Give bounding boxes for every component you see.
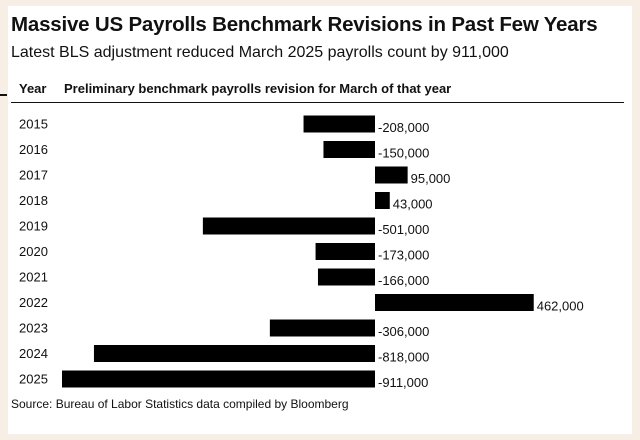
value-label: -166,000: [378, 273, 429, 288]
value-label: -818,000: [378, 350, 429, 365]
year-label: 2023: [19, 321, 48, 336]
value-label: -501,000: [378, 222, 429, 237]
revision-bar: [375, 192, 390, 209]
revision-bar: [62, 370, 375, 388]
value-label: -150,000: [378, 146, 429, 161]
chart-title: Massive US Payrolls Benchmark Revisions …: [11, 13, 598, 36]
revision-bar: [269, 319, 375, 337]
year-label: 2025: [19, 372, 48, 387]
value-label: 95,000: [411, 171, 451, 186]
value-label: 43,000: [393, 197, 433, 212]
value-label: 462,000: [537, 299, 584, 314]
value-label: -208,000: [378, 120, 429, 135]
chart-subtitle: Latest BLS adjustment reduced March 2025…: [11, 44, 509, 61]
value-label: -911,000: [378, 375, 428, 390]
revision-bar: [315, 243, 375, 260]
revision-bar: [375, 294, 534, 311]
year-label: 2017: [19, 168, 48, 183]
year-label: 2016: [19, 142, 48, 157]
revision-bar: [317, 268, 375, 286]
source-note: Source: Bureau of Labor Statistics data …: [11, 397, 349, 411]
revision-bar: [303, 115, 375, 133]
year-label: 2021: [19, 270, 48, 285]
edge-tick: [0, 94, 7, 96]
year-label: 2024: [19, 346, 48, 361]
revision-column-header: Preliminary benchmark payrolls revision …: [64, 81, 452, 96]
year-label: 2018: [19, 193, 48, 208]
year-column-header: Year: [19, 81, 47, 96]
revision-bar: [375, 166, 408, 184]
header-rule: [11, 102, 624, 103]
year-label: 2022: [19, 295, 48, 310]
year-label: 2015: [19, 117, 48, 132]
value-label: -173,000: [378, 248, 429, 263]
year-label: 2020: [19, 244, 48, 259]
year-label: 2019: [19, 219, 48, 234]
value-label: -306,000: [378, 324, 429, 339]
revision-bar: [93, 345, 376, 362]
revision-bar: [202, 217, 375, 235]
revision-bar: [323, 141, 375, 158]
